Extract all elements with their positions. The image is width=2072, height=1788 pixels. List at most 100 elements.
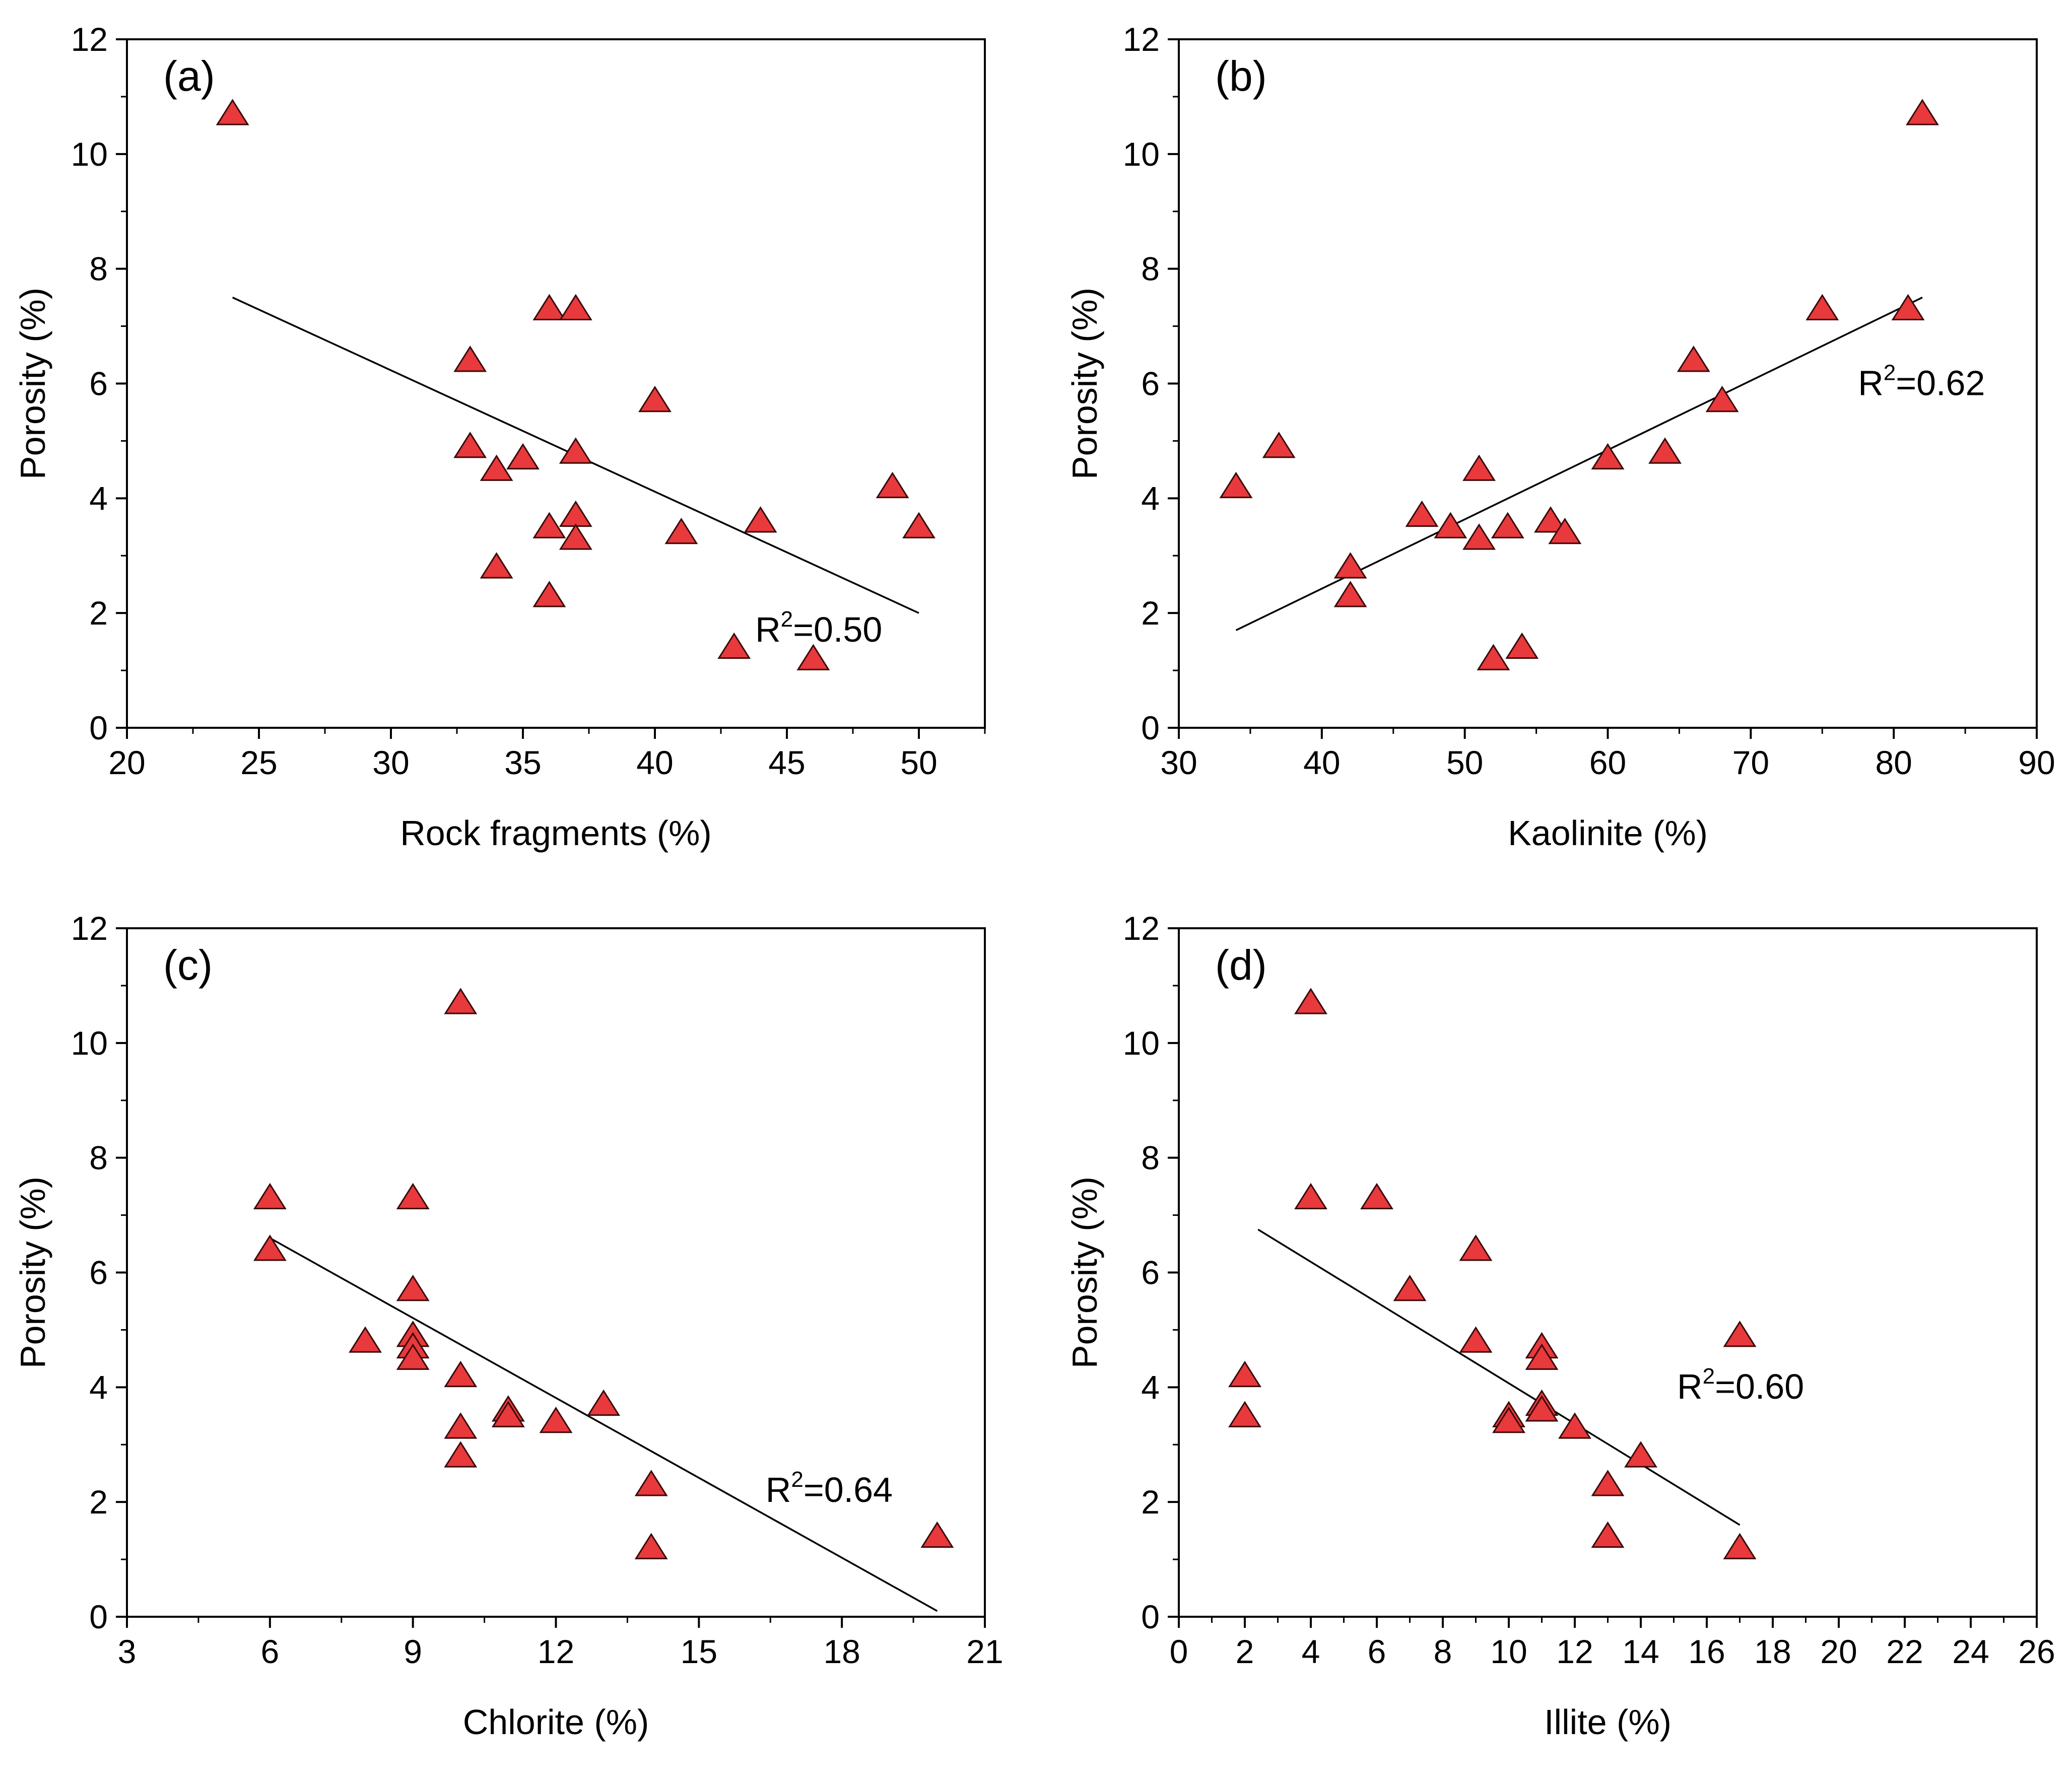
data-point — [1459, 1234, 1493, 1261]
data-point — [1393, 1274, 1427, 1301]
data-point — [1705, 385, 1739, 412]
data-point — [1228, 1401, 1261, 1427]
x-tick-label: 40 — [1303, 744, 1340, 781]
data-point — [506, 443, 540, 470]
x-tick-label: 0 — [1170, 1633, 1188, 1670]
data-point — [1491, 512, 1524, 538]
y-tick-label: 8 — [89, 1139, 108, 1177]
data-point — [1228, 1360, 1261, 1388]
r2-superscript: 2 — [781, 607, 793, 632]
y-tick-label: 8 — [1141, 250, 1160, 288]
x-tick-label: 9 — [404, 1633, 422, 1670]
y-tick-label: 12 — [1123, 21, 1160, 58]
data-point — [876, 471, 909, 499]
data-point — [396, 1183, 430, 1209]
x-tick-label: 3 — [118, 1633, 137, 1670]
x-tick-label: 15 — [681, 1633, 717, 1670]
r2-base: R — [1858, 363, 1884, 402]
y-tick-label: 0 — [89, 709, 108, 746]
data-point — [1905, 99, 1939, 125]
data-point — [453, 346, 487, 372]
r2-base: R — [1677, 1367, 1703, 1406]
y-tick-label: 8 — [89, 250, 108, 288]
data-point — [559, 523, 592, 550]
data-point — [1525, 1395, 1559, 1422]
r2-base: R — [766, 1470, 791, 1509]
data-point — [559, 294, 592, 320]
panel-label: (c) — [163, 941, 213, 989]
y-tick-label: 4 — [89, 479, 108, 517]
data-point — [1505, 632, 1539, 659]
data-point — [1492, 1406, 1525, 1433]
y-tick-label: 8 — [1141, 1139, 1160, 1177]
y-tick-label: 6 — [1141, 1254, 1160, 1291]
y-axis-title: Porosity (%) — [1065, 1177, 1104, 1368]
data-point — [480, 552, 513, 579]
x-tick-label: 40 — [636, 744, 673, 781]
y-tick-label: 12 — [71, 910, 108, 947]
data-point — [796, 644, 830, 670]
data-point — [349, 1326, 382, 1353]
x-tick-label: 16 — [1688, 1633, 1725, 1670]
r2-value: =0.64 — [804, 1470, 893, 1509]
x-tick-label: 18 — [823, 1633, 860, 1670]
x-tick-label: 8 — [1434, 1633, 1452, 1670]
chart-panel-b: 30 40 50 60 70 80 90 0 2 4 6 8 10 12 Kaolinite (%) Poro… — [1065, 21, 2055, 853]
x-tick-label: 10 — [1490, 1633, 1527, 1670]
x-tick-label: 35 — [504, 744, 541, 781]
data-point — [1360, 1183, 1393, 1209]
x-tick-label: 6 — [1368, 1633, 1386, 1670]
regression-line — [1257, 1228, 1741, 1526]
x-tick-label: 21 — [966, 1633, 1003, 1670]
x-axis-title: Illite (%) — [1544, 1702, 1672, 1742]
panel-label: (b) — [1215, 52, 1267, 100]
data-point — [444, 1412, 478, 1439]
y-tick-label: 6 — [89, 1254, 108, 1291]
data-point — [1891, 294, 1925, 320]
data-point — [453, 431, 487, 458]
y-tick-label: 4 — [89, 1368, 108, 1406]
data-point — [532, 294, 566, 320]
data-point — [1333, 552, 1367, 579]
plot-frame — [1178, 927, 2038, 1618]
y-tick-label: 6 — [89, 365, 108, 402]
data-point — [480, 454, 513, 481]
data-point — [532, 512, 566, 538]
data-point — [444, 1441, 478, 1468]
y-tick-label: 12 — [71, 21, 108, 58]
data-point — [396, 1343, 430, 1370]
r2-superscript: 2 — [1703, 1364, 1715, 1389]
y-tick-label: 0 — [1141, 709, 1160, 746]
data-point — [1219, 471, 1253, 499]
panel-label: (d) — [1215, 941, 1267, 989]
data-point — [396, 1274, 430, 1301]
data-point — [920, 1521, 954, 1548]
data-point — [1405, 500, 1439, 527]
data-point — [491, 1401, 525, 1427]
data-point — [638, 385, 672, 412]
y-tick-label: 10 — [71, 135, 108, 173]
data-point — [1648, 437, 1682, 464]
x-axis-title: Rock fragments (%) — [400, 813, 711, 853]
data-point — [444, 1360, 478, 1388]
x-tick-label: 12 — [538, 1633, 574, 1670]
data-point — [1806, 294, 1839, 320]
y-axis-title: Porosity (%) — [1065, 288, 1104, 479]
r2-superscript: 2 — [1884, 360, 1896, 385]
data-point — [717, 632, 751, 659]
y-tick-label: 4 — [1141, 479, 1160, 517]
y-tick-label: 0 — [1141, 1598, 1160, 1635]
x-tick-label: 25 — [240, 744, 277, 781]
data-point — [1525, 1343, 1559, 1370]
data-point — [1462, 454, 1496, 481]
data-point — [1591, 1470, 1625, 1496]
data-point — [444, 988, 478, 1014]
data-point — [539, 1406, 573, 1433]
panel-label: (a) — [163, 52, 215, 100]
data-point — [1591, 443, 1625, 470]
y-tick-label: 2 — [1141, 594, 1160, 632]
data-point — [532, 581, 566, 607]
x-tick-label: 50 — [900, 744, 937, 781]
data-point — [634, 1533, 668, 1559]
data-point — [1548, 517, 1582, 544]
